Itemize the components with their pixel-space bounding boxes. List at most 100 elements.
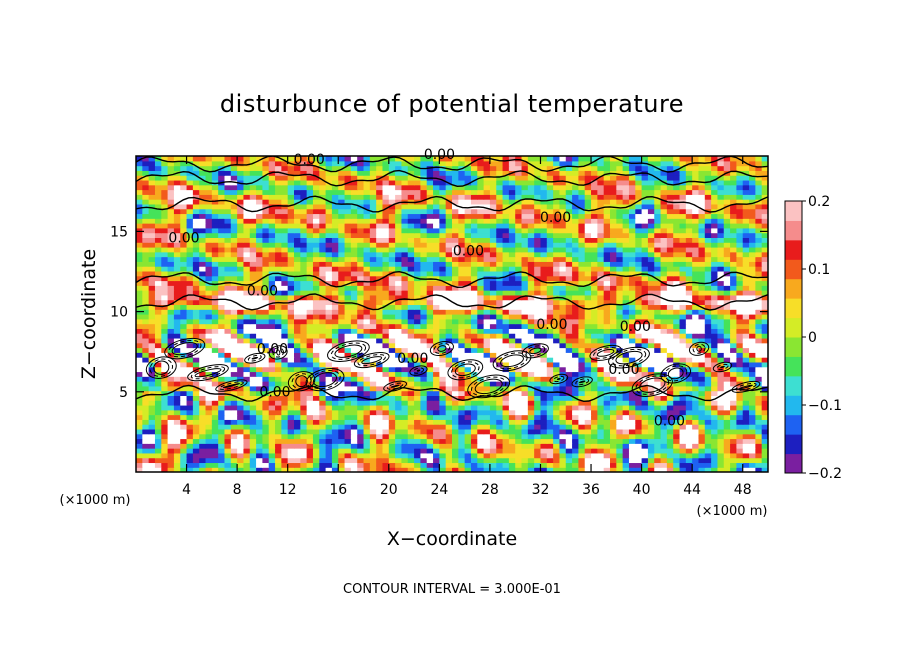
field-cell <box>414 395 421 401</box>
field-cell <box>534 237 542 243</box>
field-cell <box>395 424 403 430</box>
field-cell <box>420 400 428 406</box>
field-cell <box>237 299 245 306</box>
field-cell <box>401 428 409 435</box>
field-cell <box>350 347 358 353</box>
field-cell <box>306 318 314 325</box>
field-cell <box>572 428 579 435</box>
field-cell <box>761 304 768 310</box>
field-cell <box>350 328 358 334</box>
field-cell <box>369 309 377 315</box>
field-cell <box>742 424 750 430</box>
field-cell <box>331 433 339 440</box>
field-cell <box>654 232 662 238</box>
field-cell <box>572 400 579 406</box>
field-cell <box>268 381 276 387</box>
field-cell <box>445 285 453 291</box>
field-cell <box>173 452 181 459</box>
field-cell <box>205 361 213 368</box>
field-cell <box>616 323 624 329</box>
field-cell <box>673 318 681 325</box>
field-cell <box>382 237 390 243</box>
field-cell <box>641 275 649 282</box>
field-cell <box>180 337 188 344</box>
field-cell <box>666 395 674 401</box>
field-cell <box>180 390 188 396</box>
field-cell <box>445 376 453 382</box>
field-cell <box>597 428 605 435</box>
field-cell <box>698 361 706 368</box>
field-cell <box>641 304 649 310</box>
field-cell <box>325 304 333 310</box>
field-cell <box>376 270 384 277</box>
field-cell <box>426 366 434 373</box>
field-cell <box>167 347 175 353</box>
field-cell <box>565 232 573 238</box>
field-cell <box>395 299 403 306</box>
field-cell <box>521 299 529 306</box>
field-cell <box>306 299 314 306</box>
field-cell <box>218 419 226 425</box>
field-cell <box>382 261 390 267</box>
field-cell <box>237 376 245 382</box>
field-cell <box>641 448 649 454</box>
field-cell <box>180 424 188 430</box>
field-cell <box>445 237 453 243</box>
field-cell <box>496 452 504 459</box>
field-cell <box>685 323 693 329</box>
field-cell <box>211 352 219 358</box>
field-cell <box>331 376 339 382</box>
field-cell <box>268 428 276 435</box>
field-cell <box>363 318 371 325</box>
field-cell <box>300 400 308 406</box>
field-cell <box>464 270 472 277</box>
field-cell <box>230 438 238 444</box>
field-cell <box>730 294 737 301</box>
field-cell <box>742 376 750 382</box>
field-cell <box>136 385 143 392</box>
field-cell <box>230 333 238 339</box>
field-cell <box>376 347 384 353</box>
field-cell <box>679 438 687 444</box>
field-cell <box>622 433 630 440</box>
field-cell <box>534 419 542 425</box>
field-cell <box>458 280 466 286</box>
field-cell <box>483 428 491 435</box>
field-cell <box>300 467 308 472</box>
field-cell <box>698 333 706 339</box>
field-cell <box>376 381 384 387</box>
field-cell <box>749 395 756 401</box>
field-cell <box>489 280 497 286</box>
field-cell <box>401 280 409 286</box>
field-cell <box>502 333 510 339</box>
field-cell <box>603 261 611 267</box>
field-cell <box>730 376 737 382</box>
field-cell <box>673 414 681 420</box>
field-cell <box>654 462 662 468</box>
field-cell <box>136 448 143 454</box>
field-cell <box>388 371 396 377</box>
field-cell <box>369 385 377 392</box>
field-cell <box>420 242 428 248</box>
field-cell <box>534 337 542 344</box>
field-cell <box>628 462 636 468</box>
field-cell <box>420 424 428 430</box>
field-cell <box>616 404 624 411</box>
field-cell <box>395 246 403 253</box>
field-cell <box>243 400 251 406</box>
field-cell <box>458 361 466 368</box>
field-cell <box>717 242 725 248</box>
field-cell <box>711 352 719 358</box>
field-cell <box>628 424 636 430</box>
field-cell <box>388 309 396 315</box>
field-cell <box>224 414 232 420</box>
field-cell <box>540 323 548 329</box>
field-cell <box>224 443 232 449</box>
field-cell <box>414 361 421 368</box>
field-cell <box>142 347 150 353</box>
field-cell <box>350 400 358 406</box>
field-cell <box>407 462 415 468</box>
field-cell <box>439 400 447 406</box>
field-cell <box>673 400 681 406</box>
field-cell <box>723 333 731 339</box>
